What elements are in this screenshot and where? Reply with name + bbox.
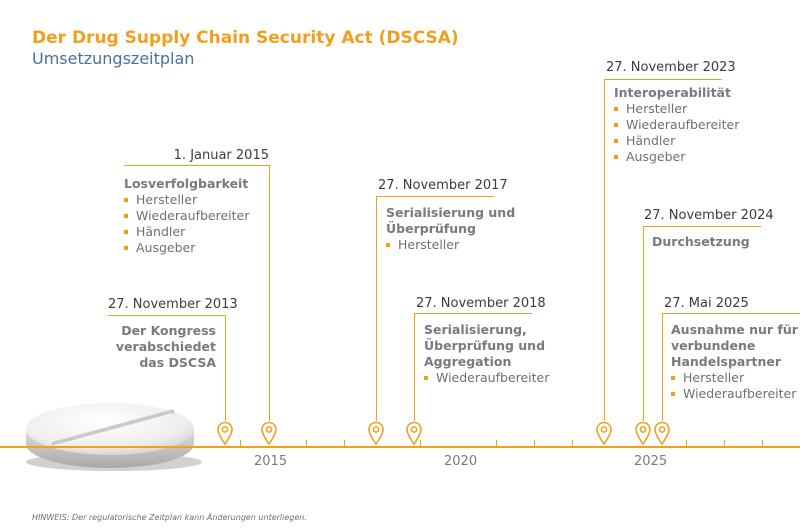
timeline-axis (0, 446, 800, 448)
event-connector (225, 315, 226, 421)
event-date: 27. Mai 2025 (664, 296, 749, 311)
event-details: Durchsetzung (652, 234, 750, 250)
location-pin-icon (596, 421, 612, 445)
location-pin-icon (217, 421, 233, 445)
event-connector (662, 313, 800, 314)
list-item: Wiederaufbereiter (424, 370, 549, 386)
axis-tick (344, 440, 345, 448)
event-connector (376, 196, 494, 197)
event-connector (376, 196, 377, 421)
location-pin-icon (635, 421, 651, 445)
event-connector (604, 79, 605, 421)
event-headline: Durchsetzung (652, 234, 750, 249)
event-connector (108, 315, 226, 316)
list-item: Händler (124, 224, 249, 240)
axis-tick (572, 440, 573, 448)
event-details: Ausnahme nur für verbundene Handelspartn… (671, 322, 798, 402)
actor-list: Hersteller Wiederaufbereiter Händler Aus… (614, 101, 739, 165)
axis-tick (240, 440, 241, 448)
list-item: Ausgeber (124, 240, 249, 256)
event-headline: Serialisierung, Überprüfung und Aggregat… (424, 322, 546, 369)
event-connector (124, 165, 270, 166)
actor-list: Hersteller (386, 237, 515, 253)
event-connector (414, 313, 532, 314)
axis-tick (762, 440, 763, 448)
event-headline: Losverfolgbarkeit (124, 176, 249, 191)
page-subtitle: Umsetzungszeitplan (32, 49, 195, 68)
event-date: 27. November 2024 (644, 208, 774, 223)
axis-tick (686, 440, 687, 448)
event-date: 27. November 2018 (416, 296, 546, 311)
list-item: Wiederaufbereiter (124, 208, 249, 224)
pill-image (26, 403, 202, 471)
event-headline: Interoperabilität (614, 85, 731, 100)
axis-tick (306, 440, 307, 448)
event-connector (269, 165, 270, 421)
axis-year-label: 2015 (254, 454, 288, 469)
list-item: Ausgeber (614, 149, 739, 165)
event-details: Losverfolgbarkeit Hersteller Wiederaufbe… (124, 176, 249, 256)
event-connector (643, 226, 644, 421)
location-pin-icon (261, 421, 277, 445)
event-headline: Der Kongress verabschiedet das DSCSA (115, 323, 216, 370)
footer-note: HINWEIS: Der regulatorische Zeitplan kan… (32, 513, 307, 522)
actor-list: Hersteller Wiederaufbereiter (671, 370, 798, 402)
event-connector (414, 313, 415, 421)
event-connector (643, 226, 761, 227)
list-item: Hersteller (386, 237, 515, 253)
axis-tick (724, 440, 725, 448)
list-item: Hersteller (614, 101, 739, 117)
axis-year-label: 2025 (634, 454, 668, 469)
event-connector (662, 313, 663, 421)
event-date: 27. November 2017 (378, 178, 508, 193)
axis-year-label: 2020 (444, 454, 478, 469)
list-item: Hersteller (124, 192, 249, 208)
event-connector (604, 79, 722, 80)
event-date: 1. Januar 2015 (173, 148, 269, 163)
list-item: Hersteller (671, 370, 798, 386)
event-details: Serialisierung und Überprüfung Herstelle… (386, 205, 515, 253)
event-date: 27. November 2023 (606, 60, 736, 75)
location-pin-icon (654, 421, 670, 445)
event-headline: Serialisierung und Überprüfung (386, 205, 516, 236)
event-details: Interoperabilität Hersteller Wiederaufbe… (614, 85, 739, 165)
axis-tick (534, 440, 535, 448)
location-pin-icon (406, 421, 422, 445)
location-pin-icon (368, 421, 384, 445)
list-item: Händler (614, 133, 739, 149)
page-title: Der Drug Supply Chain Security Act (DSCS… (32, 28, 459, 48)
axis-tick (420, 440, 421, 448)
event-date: 27. November 2013 (108, 297, 238, 312)
list-item: Wiederaufbereiter (614, 117, 739, 133)
actor-list: Hersteller Wiederaufbereiter Händler Aus… (124, 192, 249, 256)
actor-list: Wiederaufbereiter (424, 370, 549, 386)
event-headline: Ausnahme nur für verbundene Handelspartn… (671, 322, 798, 369)
axis-tick (496, 440, 497, 448)
event-details: Serialisierung, Überprüfung und Aggregat… (424, 322, 549, 386)
list-item: Wiederaufbereiter (671, 386, 798, 402)
